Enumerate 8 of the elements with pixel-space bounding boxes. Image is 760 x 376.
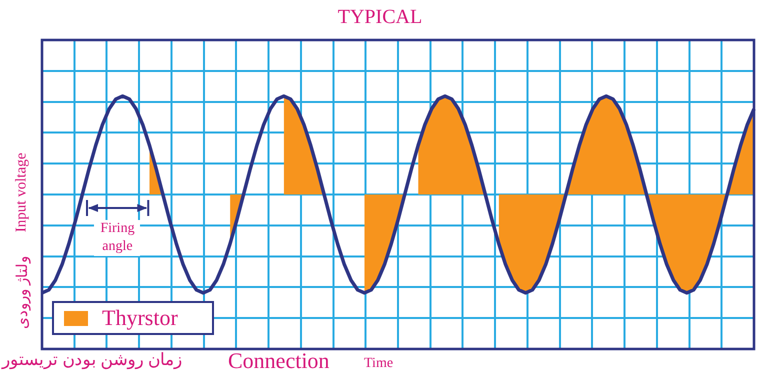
legend-label: Thyrstor: [102, 305, 178, 331]
text: Connection: [228, 348, 330, 374]
text: ولتاژ ورودی: [13, 256, 32, 328]
text: زمان روشن بودن تریستور: [2, 349, 182, 370]
y-axis-title: Input voltage: [13, 152, 30, 232]
chart-title: TYPICAL: [336, 6, 424, 29]
x-axis-title: Time: [364, 356, 394, 372]
annotation: Firing angle: [94, 220, 140, 256]
